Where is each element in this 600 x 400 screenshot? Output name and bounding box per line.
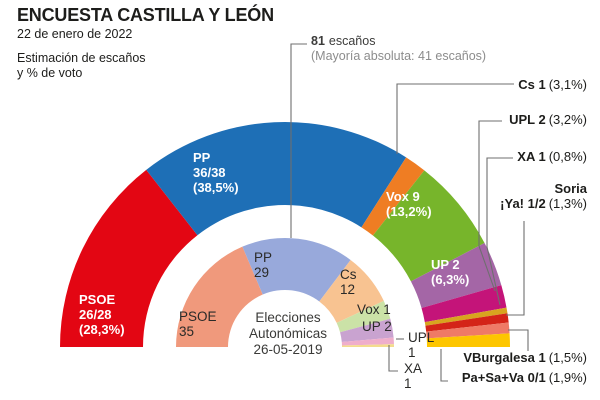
total-seats-number: 81 <box>311 34 325 48</box>
arc-xa-2022 <box>424 307 508 326</box>
total-seats-word: escaños <box>328 34 376 48</box>
page-title: ENCUESTA CASTILLA Y LEÓN <box>17 5 274 25</box>
label-xa-2022: XA 1 (0,8%) <box>517 149 587 164</box>
chart-subtitle: Estimación de escaños y % de voto <box>17 51 146 81</box>
label-cs-2019: Cs 12 <box>340 267 357 298</box>
arc-psoe-2019 <box>176 246 263 347</box>
label-cs-2022: Cs 1 (3,1%) <box>518 77 587 92</box>
total-seats-annotation: 81 escaños (Mayoría absoluta: 41 escaños) <box>311 34 486 64</box>
arc-upl-2022 <box>421 285 507 323</box>
connector-xa-2019 <box>388 345 398 372</box>
connector-xa <box>486 157 513 306</box>
label-vburgalesa-2022: VBurgalesa 1 (1,5%) <box>463 350 587 365</box>
majority-note: (Mayoría absoluta: 41 escaños) <box>311 49 487 63</box>
label-upl-2019: UPL 1 <box>408 330 435 361</box>
label-up-2019: UP 2 <box>362 319 392 334</box>
arc-vburgalesa-2022 <box>426 322 510 339</box>
inner-ring-title: Elecciones Autonómicas 26-05-2019 <box>248 310 328 357</box>
arc-xa-2019 <box>341 344 394 347</box>
connector-lines <box>290 43 529 382</box>
label-vox-2022: Vox 9 (13,2%) <box>386 189 432 220</box>
arc-vox-2022 <box>372 170 485 282</box>
label-psoe-2019: PSOE 35 <box>179 309 217 340</box>
arc-pp-2022 <box>146 122 407 236</box>
total-seats-line: 81 escaños <box>311 34 486 49</box>
connector-cs <box>396 83 514 154</box>
label-pp-2022: PP 36/38 (38,5%) <box>193 150 239 196</box>
label-xa-2019: XA 1 <box>404 361 423 392</box>
arc-upl-2019 <box>341 337 394 346</box>
chart-subtitle-line2: y % de voto <box>17 65 83 80</box>
label-upl-2022: UPL 2 (3,2%) <box>509 112 587 127</box>
outer-ring-2022 <box>60 122 510 347</box>
arc-pasava-2022 <box>426 333 510 347</box>
label-soriaya-2022: Soria ¡Ya! 1/2 (1,3%) <box>500 181 587 211</box>
connector-upl <box>478 120 502 292</box>
label-pp-2019: PP 29 <box>254 250 273 281</box>
arc-vox-2019 <box>336 300 391 333</box>
inner-ring-2019 <box>176 237 394 347</box>
chart-subtitle-line1: Estimación de escaños <box>17 51 146 65</box>
arc-cs-2019 <box>319 259 384 323</box>
arc-cs-2022 <box>361 157 425 236</box>
arc-up-2019 <box>340 318 394 343</box>
connector-majority <box>290 43 307 238</box>
label-vox-2019: Vox 1 <box>357 302 391 317</box>
arc-psoe-2022 <box>60 169 198 347</box>
label-pasava-2022: Pa+Sa+Va 0/1 (1,9%) <box>461 370 587 385</box>
connector-pasava <box>440 349 448 382</box>
arc-pp-2019 <box>242 237 351 302</box>
arc-up-2022 <box>410 243 502 308</box>
label-up-2022: UP 2 (6,3%) <box>431 257 470 288</box>
connector-soria <box>506 221 525 316</box>
label-psoe-2022: PSOE 26/28 (28,3%) <box>79 292 125 338</box>
subtitle-date: 22 de enero de 2022 <box>17 27 133 41</box>
connector-vburgalesa <box>508 329 529 351</box>
arc-soria-2022 <box>425 313 509 332</box>
